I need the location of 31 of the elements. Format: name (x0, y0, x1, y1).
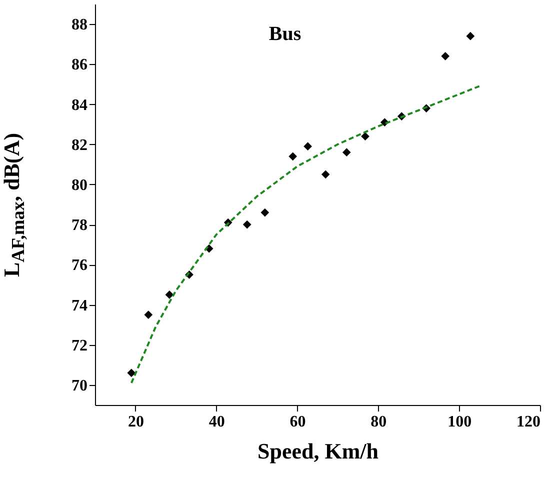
y-tick-label: 82 (72, 136, 88, 154)
y-tick-label: 70 (72, 377, 88, 394)
point (288, 152, 298, 161)
y-tick-label: 76 (72, 257, 88, 274)
x-tick-label: 80 (370, 414, 387, 430)
y-tick-label: 84 (72, 96, 88, 114)
y-tick-label: 88 (72, 16, 88, 34)
x-tick-label: 100 (448, 414, 472, 430)
point (165, 290, 174, 299)
y-tick-label: 80 (72, 176, 88, 194)
y-tick-label: 78 (72, 217, 88, 234)
point (361, 132, 370, 141)
y-tick-label: 86 (72, 56, 88, 74)
line-series (130, 85, 480, 384)
point (304, 142, 312, 151)
x-tick-label: 120 (516, 414, 540, 430)
annotation: Bus (268, 23, 302, 45)
y-tick-label: 72 (72, 337, 88, 354)
point (127, 368, 136, 378)
point (441, 52, 450, 60)
point (321, 170, 330, 179)
x-tick-label: 60 (290, 414, 306, 430)
x-tick-label: 20 (128, 414, 144, 430)
point (260, 208, 270, 217)
point (242, 220, 252, 229)
y-tick-label: 74 (72, 297, 88, 314)
x-axis-title: Speed, Km/h (257, 438, 379, 464)
point (144, 310, 153, 319)
point (466, 32, 475, 40)
x-tick-label: 40 (208, 414, 225, 430)
point (342, 148, 351, 157)
